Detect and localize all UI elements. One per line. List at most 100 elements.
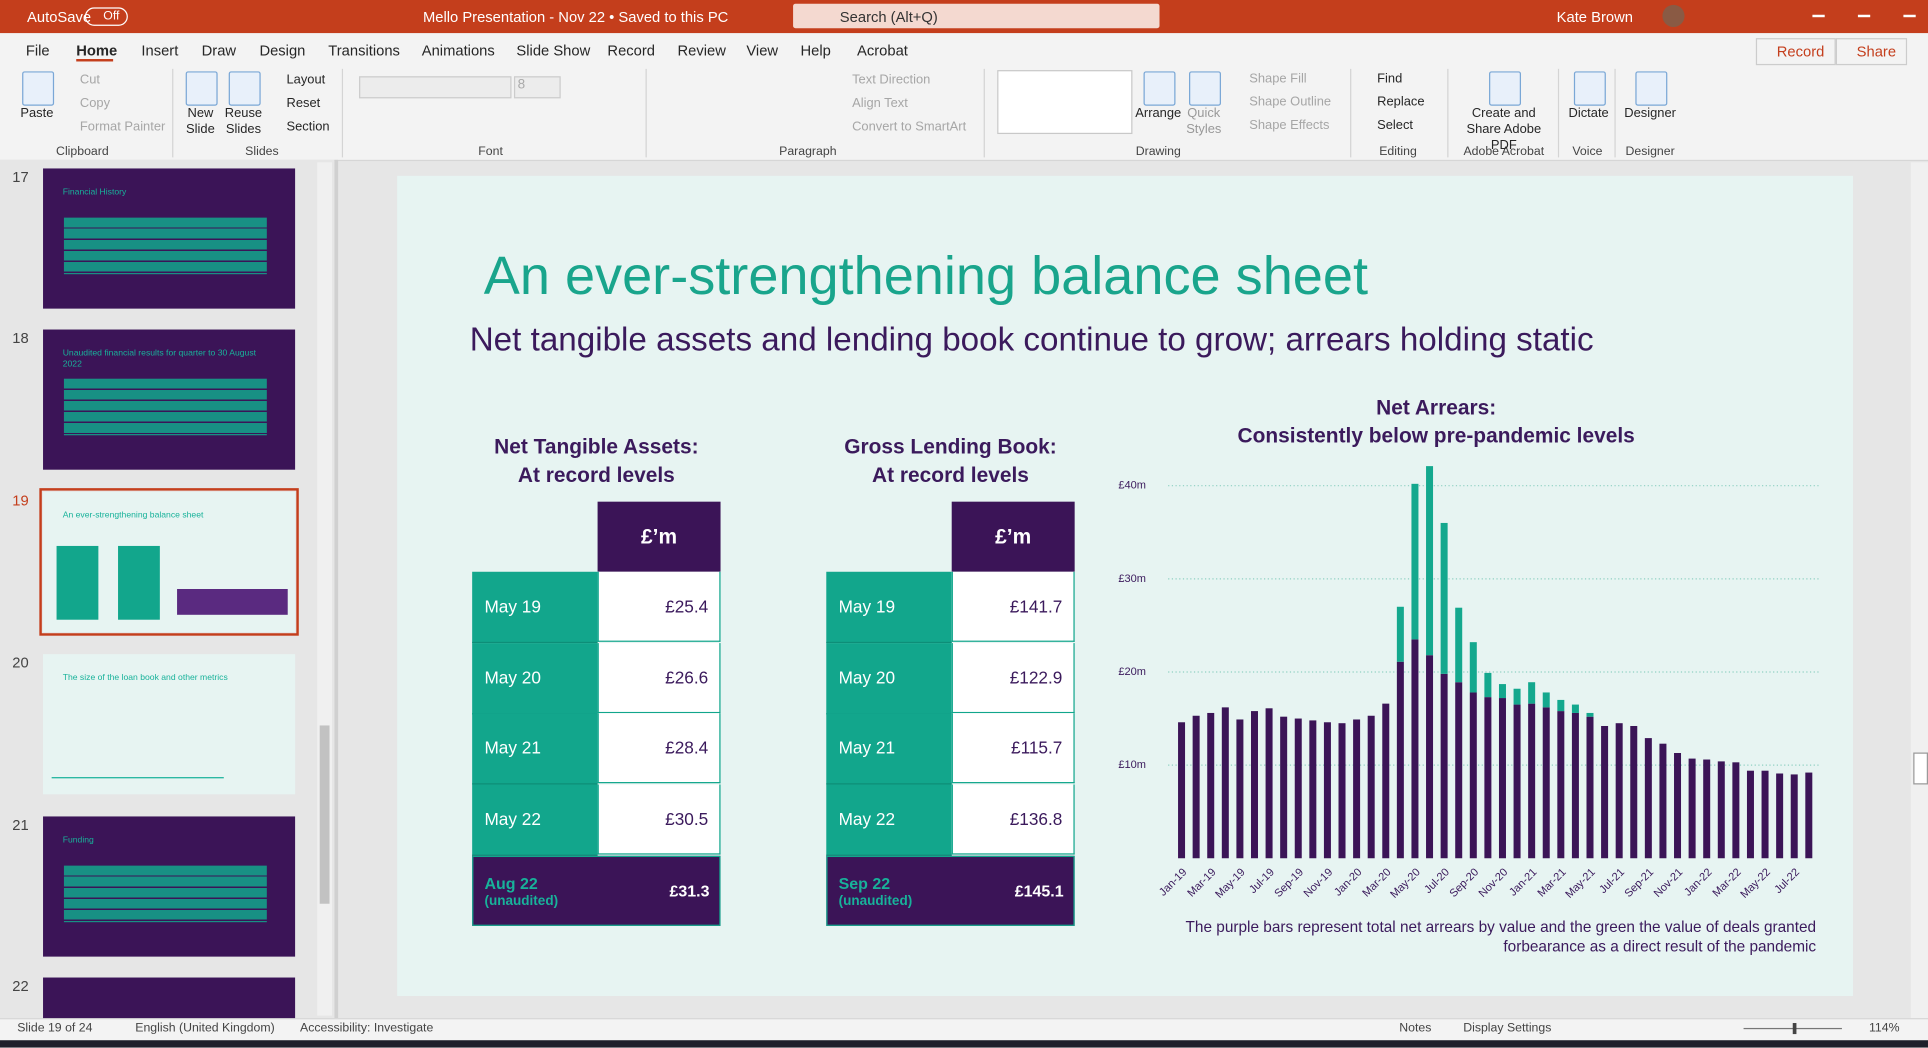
bar-segment (1761, 770, 1769, 859)
bar-segment (1732, 762, 1740, 859)
table-value-cell: £30.5 (597, 784, 721, 855)
status-notes[interactable]: Notes (1399, 1021, 1432, 1036)
group-separator (1350, 68, 1352, 158)
x-tick-label: Mar-20 (1360, 866, 1393, 899)
bar-segment (1557, 711, 1565, 859)
ribbon-button[interactable]: Shape Effects (1249, 118, 1330, 133)
ribbon-tab[interactable]: File (25, 41, 50, 60)
ribbon-button[interactable]: Shape Fill (1249, 71, 1307, 87)
bar-segment (1455, 607, 1463, 683)
autosave-toggle[interactable]: Off (84, 7, 129, 26)
ribbon-group-label: Editing (1379, 145, 1417, 159)
font-size-box[interactable]: 8 (513, 76, 561, 99)
ribbon-button[interactable]: Designer (1624, 105, 1676, 121)
ribbon-tab[interactable]: Insert (141, 41, 179, 60)
bar-segment (1469, 692, 1477, 859)
ribbon-button[interactable]: Align Text (852, 95, 908, 111)
status-accessibility[interactable]: Accessibility: Investigate (300, 1021, 434, 1036)
bar-segment (1440, 522, 1448, 674)
search-text[interactable]: Search (Alt+Q) (839, 8, 938, 26)
thumbnail-title: Unaudited financial results for quarter … (62, 349, 257, 369)
slide-number: 22 (12, 977, 29, 995)
pane-divider (334, 159, 339, 1019)
ribbon-tab[interactable]: Acrobat (857, 41, 908, 60)
ribbon-tab[interactable]: View (746, 41, 779, 60)
thumbnail-table (63, 217, 267, 275)
ribbon-tab[interactable]: Transitions (328, 41, 400, 60)
search-box[interactable] (793, 3, 1160, 29)
ribbon-group-label: Slides (245, 145, 279, 159)
ribbon-button[interactable]: Layout (286, 72, 326, 88)
slide-scrollbar[interactable] (1910, 162, 1928, 1019)
ribbon-tab[interactable]: Animations (421, 41, 495, 60)
slide-title: An ever-strengthening balance sheet (483, 245, 1369, 307)
slide-subtitle: Net tangible assets and lending book con… (469, 320, 1594, 358)
x-tick-label: Jan-19 (1157, 866, 1189, 898)
slide-thumbnail[interactable] (43, 654, 296, 795)
ribbon-tab[interactable]: Home (76, 41, 118, 60)
zoom-thumb[interactable] (1792, 1023, 1797, 1035)
ribbon-button[interactable]: Reset (286, 95, 321, 111)
ribbon-tab[interactable]: Draw (201, 41, 237, 60)
status-language[interactable]: English (United Kingdom) (135, 1021, 275, 1036)
x-tick-label: Mar-19 (1185, 866, 1218, 899)
bar-segment (1528, 703, 1536, 859)
ribbon-tab[interactable]: Help (800, 41, 831, 60)
y-tick-label: £10m (1118, 759, 1146, 771)
bar-segment (1717, 761, 1725, 859)
x-tick-label: Sep-20 (1448, 866, 1482, 900)
ribbon-button[interactable]: Arrange (1135, 105, 1182, 121)
table-header-cell: £’m (597, 501, 721, 572)
thumbnail-table (56, 545, 99, 620)
bar-segment (1586, 712, 1594, 717)
ribbon-button[interactable]: Cut (79, 72, 101, 88)
bar-segment (1396, 606, 1404, 662)
table-total-label: Aug 22 (484, 874, 538, 893)
ribbon-button[interactable]: New Slide (186, 105, 215, 137)
table-value-cell: £122.9 (951, 642, 1075, 713)
status-display[interactable]: Display Settings (1463, 1021, 1552, 1036)
window-control[interactable] (1812, 14, 1825, 18)
ribbon-tab[interactable]: Record (607, 41, 655, 60)
window-control[interactable] (1903, 14, 1916, 18)
button-icon (22, 71, 55, 106)
bar-segment (1542, 707, 1550, 859)
ribbon-button[interactable]: Dictate (1568, 105, 1609, 121)
ribbon-button[interactable]: Select (1377, 118, 1414, 133)
group-separator (645, 68, 647, 158)
ribbon-group-label: Clipboard (56, 145, 109, 159)
ribbon-tab[interactable]: Design (259, 41, 306, 60)
scroll-thumb[interactable] (1913, 752, 1928, 785)
ribbon-button[interactable]: Format Painter (79, 119, 166, 135)
ribbon-button[interactable]: Create and Share Adobe PDF (1466, 105, 1542, 153)
ribbon (0, 33, 1928, 162)
button-icon (1573, 71, 1606, 106)
ribbon-tab[interactable]: Slide Show (516, 41, 591, 60)
ribbon-button[interactable]: Find (1377, 71, 1403, 87)
window-control[interactable] (1857, 14, 1871, 18)
button-icon (185, 71, 218, 106)
autosave-label: AutoSave (27, 8, 92, 26)
ribbon-button[interactable]: Quick Styles (1186, 105, 1222, 137)
ribbon-button[interactable]: Text Direction (852, 72, 931, 88)
scroll-thumb[interactable] (319, 725, 330, 904)
avatar (1662, 4, 1685, 28)
slide-number: 18 (12, 329, 29, 347)
ribbon-button[interactable]: Shape Outline (1249, 94, 1332, 110)
ribbon-button[interactable]: Replace (1377, 94, 1425, 110)
x-tick-label: May-22 (1738, 866, 1773, 901)
status-zoom[interactable]: 114% (1868, 1021, 1900, 1036)
record-button[interactable]: Record (1755, 38, 1836, 66)
ribbon-tab[interactable]: Review (677, 41, 726, 60)
slide-thumbnail[interactable] (43, 977, 296, 1019)
ribbon-button[interactable]: Paste (20, 105, 54, 121)
ribbon-button[interactable]: Convert to SmartArt (852, 119, 967, 135)
ribbon-button[interactable]: Reuse Slides (224, 105, 263, 137)
table-total-note: (unaudited) (484, 893, 559, 909)
share-button[interactable]: Share (1835, 38, 1908, 66)
ribbon-group-label: Font (478, 145, 503, 159)
ribbon-button[interactable]: Copy (79, 95, 111, 111)
ribbon-button[interactable]: Section (286, 119, 330, 135)
x-tick-label: Jul-22 (1772, 866, 1802, 896)
